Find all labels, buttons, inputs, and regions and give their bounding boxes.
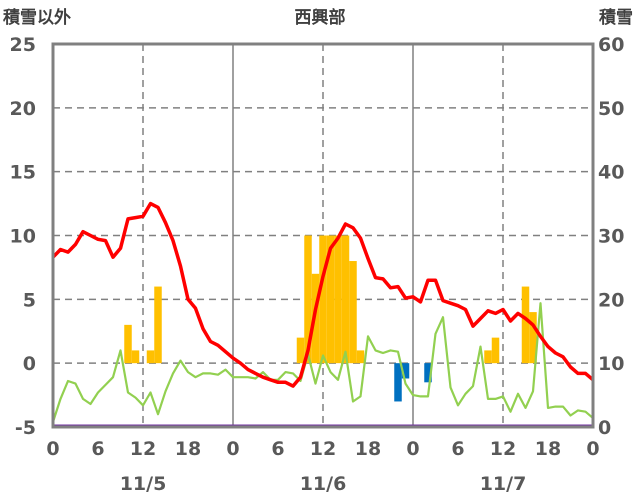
y-right-tick-label: 20 [598, 289, 624, 311]
date-label: 11/6 [300, 473, 347, 495]
yellow-bar [521, 286, 530, 364]
red-line [51, 201, 595, 388]
y-left-tick-label: 20 [10, 98, 36, 120]
yellow-bar [319, 235, 327, 364]
blue-bar-series [394, 363, 432, 402]
yellow-bar [341, 235, 350, 364]
y-left-tick-label: 0 [23, 353, 36, 375]
plot-frame [51, 42, 595, 429]
yellow-bar [304, 235, 312, 364]
y-left-tick-labels: -5 0 5 10 15 20 25 [10, 34, 36, 439]
y-left-tick-label: 10 [10, 226, 36, 248]
yellow-bar [349, 261, 357, 364]
x-tick-label: 18 [175, 438, 201, 460]
y-left-tick-label: -5 [15, 417, 36, 439]
x-tick-label: 6 [91, 438, 104, 460]
y-right-tick-label: 0 [598, 417, 611, 439]
date-label: 11/5 [120, 473, 167, 495]
yellow-bar [484, 350, 492, 364]
yellow-bar [326, 235, 335, 364]
yellow-bar [154, 286, 162, 364]
yellow-bar [146, 350, 155, 364]
chart-title: 西興部 [295, 7, 346, 28]
blue-bar [394, 363, 402, 402]
yellow-bar [334, 235, 342, 364]
yellow-bar [124, 324, 132, 364]
x-tick-label: 12 [490, 438, 516, 460]
x-tick-label: 6 [271, 438, 284, 460]
green-line [51, 302, 594, 423]
x-tick-labels: 0 6 12 18 0 6 12 18 0 6 12 18 0 [46, 438, 599, 460]
yellow-bar [491, 337, 500, 364]
date-labels: 11/5 11/6 11/7 [120, 473, 527, 495]
gridlines [53, 44, 593, 427]
y-right-tick-labels: 0 10 20 30 40 50 60 [598, 34, 624, 439]
y-right-tick-label: 40 [598, 162, 624, 184]
y-right-axis-title: 積雪 [599, 7, 633, 28]
yellow-bar [131, 350, 140, 364]
y-right-tick-label: 10 [598, 353, 624, 375]
x-tick-label: 18 [355, 438, 381, 460]
blue-bar [401, 363, 410, 379]
x-tick-label: 12 [310, 438, 336, 460]
y-left-tick-label: 25 [10, 34, 36, 56]
y-right-tick-label: 50 [598, 98, 624, 120]
y-left-tick-label: 5 [23, 289, 36, 311]
date-label: 11/7 [480, 473, 527, 495]
x-tick-label: 0 [226, 438, 239, 460]
yellow-bar [356, 350, 365, 364]
plot-border [51, 42, 595, 429]
x-tick-label: 0 [586, 438, 599, 460]
yellow-bar [296, 337, 305, 364]
x-tick-label: 18 [535, 438, 561, 460]
y-right-tick-label: 30 [598, 226, 624, 248]
x-tick-label: 6 [451, 438, 464, 460]
y-left-tick-label: 15 [10, 162, 36, 184]
blue-bar [424, 363, 432, 383]
x-tick-label: 0 [46, 438, 59, 460]
y-right-tick-label: 60 [598, 34, 624, 56]
y-left-axis-title: 積雪以外 [3, 7, 71, 28]
yellow-bar [529, 312, 537, 364]
x-tick-label: 12 [130, 438, 156, 460]
x-tick-label: 0 [406, 438, 419, 460]
